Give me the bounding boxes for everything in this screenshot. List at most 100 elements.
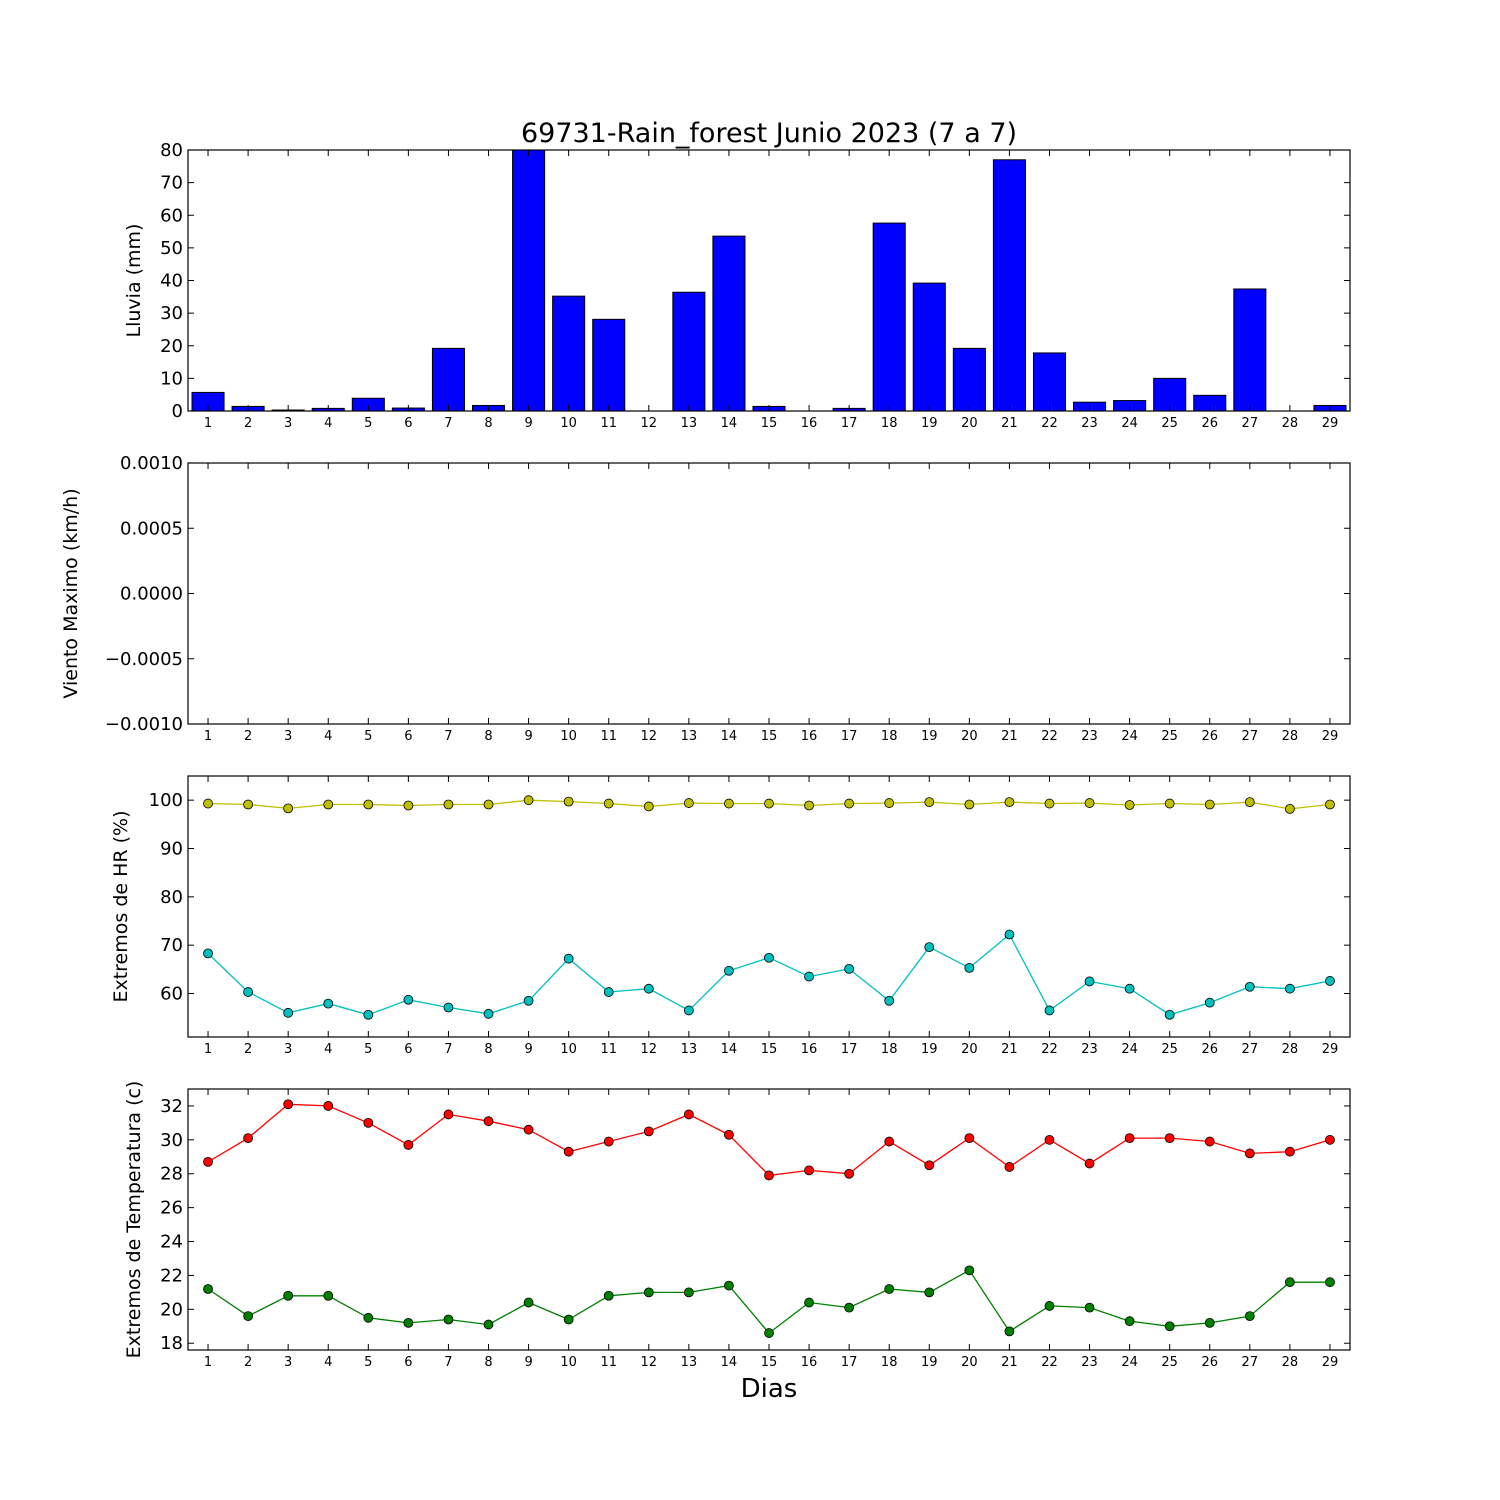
y-tick-label: 32 <box>160 1096 183 1117</box>
series-2-point <box>443 1314 454 1325</box>
rain-bar <box>992 159 1026 412</box>
series-2-point <box>243 1311 254 1322</box>
x-tick-label: 4 <box>324 729 332 744</box>
series-2-point <box>844 1302 855 1313</box>
x-tick-label: 25 <box>1161 729 1178 744</box>
y-tick-label: 26 <box>160 1198 183 1219</box>
series-1-point <box>483 799 494 810</box>
series-1-point <box>203 798 213 809</box>
series-2-point <box>1204 997 1215 1008</box>
series-2-point <box>523 1297 534 1308</box>
rain-bar <box>431 347 465 412</box>
series-1-point <box>964 1133 975 1144</box>
x-tick-label: 20 <box>961 729 978 744</box>
x-tick-label: 21 <box>1001 1355 1018 1370</box>
x-tick-label: 1 <box>204 729 212 744</box>
series-1-point <box>683 1109 694 1120</box>
x-tick-label: 21 <box>1001 1042 1018 1057</box>
series-1-point <box>283 803 294 814</box>
x-tick-label: 22 <box>1041 1042 1058 1057</box>
y-tick-label: 90 <box>160 839 183 860</box>
series-2-point <box>724 965 734 976</box>
series-1-point <box>1004 1162 1015 1172</box>
series-2-point <box>1325 976 1335 986</box>
x-tick-label: 11 <box>600 416 617 431</box>
series-2-point <box>1164 1321 1175 1332</box>
x-tick-label: 17 <box>841 729 858 744</box>
rain-bar <box>512 149 546 412</box>
x-tick-label: 13 <box>681 416 698 431</box>
x-tick-label: 3 <box>284 729 292 744</box>
series-1-point <box>764 798 774 809</box>
x-tick-label: 9 <box>524 1355 532 1370</box>
y-tick-label: 0.0000 <box>120 584 183 605</box>
y-tick-label: −0.0005 <box>105 649 183 670</box>
x-tick-label: 14 <box>721 729 738 744</box>
x-tick-label: 19 <box>921 416 938 431</box>
y-tick-label: 10 <box>160 368 183 389</box>
x-axis-label: Dias <box>741 1374 798 1404</box>
series-1-point <box>403 1140 414 1150</box>
x-tick-label: 21 <box>1001 416 1018 431</box>
series-1-point <box>523 1124 534 1135</box>
x-tick-label: 2 <box>244 416 252 431</box>
series-2-point <box>1124 1316 1135 1327</box>
series-2-point <box>443 1002 454 1013</box>
series-2-point <box>683 1287 694 1298</box>
series-1-point <box>403 800 414 811</box>
x-tick-label: 11 <box>600 1042 617 1057</box>
x-tick-label: 2 <box>244 1355 252 1370</box>
x-tick-label: 9 <box>524 729 532 744</box>
series-2-point <box>483 1008 494 1019</box>
x-tick-label: 20 <box>961 416 978 431</box>
x-tick-label: 3 <box>284 416 292 431</box>
x-tick-label: 23 <box>1081 1042 1098 1057</box>
series-1-point <box>1204 799 1215 810</box>
series-2-point <box>363 1312 374 1323</box>
x-tick-label: 24 <box>1121 1355 1138 1370</box>
y-tick-label: 22 <box>160 1265 183 1286</box>
rain-bar <box>1233 288 1267 412</box>
series-1-point <box>323 1101 334 1111</box>
x-tick-label: 7 <box>444 1355 452 1370</box>
series-1-point <box>283 1099 294 1110</box>
x-tick-label: 14 <box>721 1042 738 1057</box>
series-2-point <box>323 998 334 1009</box>
x-tick-label: 10 <box>560 1355 577 1370</box>
series-2-point <box>1284 1277 1295 1288</box>
x-tick-label: 26 <box>1201 1355 1218 1370</box>
series-1-point <box>1124 1133 1135 1144</box>
x-tick-label: 10 <box>560 416 577 431</box>
rain-bar <box>592 318 626 412</box>
x-tick-label: 19 <box>921 1042 938 1057</box>
x-tick-label: 8 <box>484 729 492 744</box>
series-1-point <box>1284 1146 1295 1157</box>
x-tick-label: 15 <box>761 1042 778 1057</box>
series-2-point <box>804 971 814 982</box>
series-2-point <box>884 1284 895 1294</box>
y-tick-label: 80 <box>160 140 183 161</box>
series-1-point <box>1044 1134 1055 1145</box>
x-tick-label: 17 <box>841 1042 858 1057</box>
series-1-point <box>884 1136 895 1147</box>
y-axis-label: Extremos de HR (%) <box>110 810 132 1002</box>
rain-bar <box>672 291 706 412</box>
y-tick-label: 24 <box>160 1232 183 1253</box>
x-tick-label: 23 <box>1081 729 1098 744</box>
series-1-point <box>844 798 855 809</box>
x-tick-label: 29 <box>1322 1042 1339 1057</box>
series-2-point <box>483 1319 494 1330</box>
x-tick-label: 13 <box>681 1355 698 1370</box>
y-tick-label: 60 <box>160 984 183 1005</box>
series-1-point <box>483 1116 494 1127</box>
x-tick-label: 12 <box>641 729 658 744</box>
x-tick-label: 16 <box>801 1355 818 1370</box>
y-tick-label: 80 <box>160 887 183 908</box>
x-tick-label: 6 <box>404 1355 412 1370</box>
x-tick-label: 10 <box>560 1042 577 1057</box>
rain-bar <box>1032 352 1067 412</box>
series-2-point <box>1284 983 1295 994</box>
